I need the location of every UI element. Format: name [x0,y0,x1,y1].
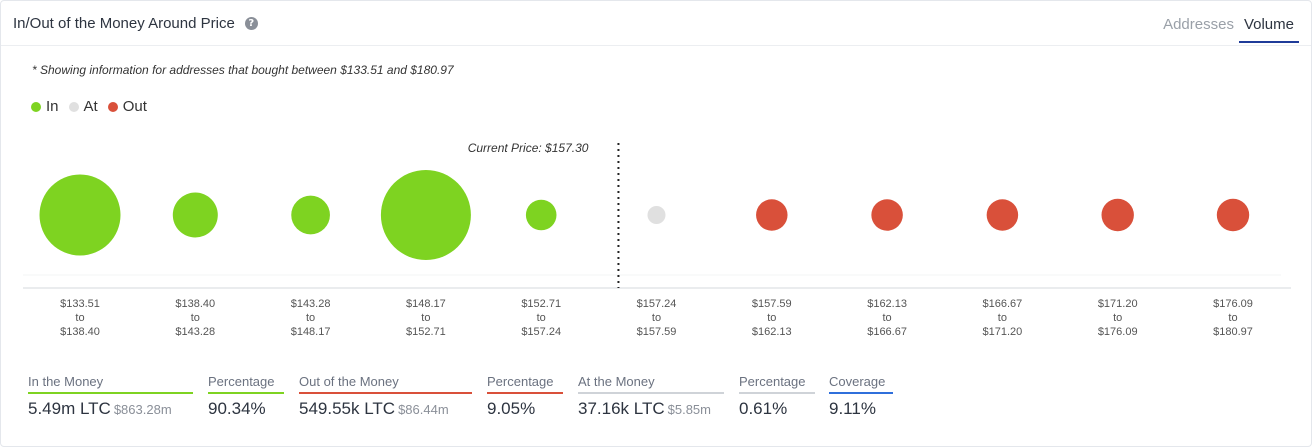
stat-label: At the Money [578,374,724,394]
tick-label-to: $180.97 [1213,326,1253,338]
header-divider [1,45,1311,46]
stat-value: 9.05% [487,399,536,418]
tick-label-to: $157.59 [637,326,677,338]
stat-in-percentage: Percentage 90.34% [208,374,284,419]
stat-out-of-the-money: Out of the Money 549.55k LTC $86.44m [299,374,472,419]
chart-legend: In At Out [31,98,147,115]
bubble-in[interactable] [380,170,471,260]
legend-in-label: In [46,98,59,115]
stat-sub-value: $5.85m [667,402,711,417]
tick-label-to-word: to [1113,312,1122,324]
tick-label-to: $148.17 [291,326,331,338]
panel-title-text: In/Out of the Money Around Price [13,15,235,32]
bubble-at[interactable] [647,206,666,224]
stat-value: 9.11% [829,399,876,418]
tab-volume[interactable]: Volume [1238,16,1299,43]
tick-label-to-word: to [306,312,315,324]
tick-label-to-word: to [421,312,430,324]
panel-title: In/Out of the Money Around Price ? [13,15,258,32]
tick-label-to-word: to [537,312,546,324]
tick-label-from: $176.09 [1213,298,1253,310]
tick-label-to-word: to [767,312,776,324]
legend-item-out[interactable]: Out [107,98,147,115]
legend-out-dot-icon [107,101,118,112]
tick-label-to-word: to [998,312,1007,324]
tick-label-from: $148.17 [406,298,446,310]
stat-in-the-money: In the Money 5.49m LTC $863.28m [28,374,193,419]
bubble-out[interactable] [1101,198,1134,232]
bubble-out[interactable] [1216,198,1250,232]
legend-at-dot-icon [68,101,79,112]
stat-value-line: 549.55k LTC $86.44m [299,399,472,419]
stat-label: Percentage [487,374,563,394]
tick-label-to: $157.24 [521,326,561,338]
tick-label-from: $133.51 [60,298,100,310]
iomap-bubble-chart: $133.51 to $138.40 $138.40 to $143.28 $143.28 t… [23,141,1291,338]
stat-value: 5.49m LTC [28,399,111,418]
tick-label-from: $138.40 [175,298,215,310]
view-tabs: Addresses Volume [1158,16,1299,43]
tick-label-to-word: to [1228,312,1237,324]
tick-label-to-word: to [75,312,84,324]
tick-label-to: $143.28 [175,326,215,338]
bubble-in[interactable] [39,174,121,256]
stat-value: 90.34% [208,399,266,418]
stat-coverage: Coverage 9.11% [829,374,893,419]
legend-in-dot-icon [31,101,41,112]
tick-label-to-word: to [883,312,892,324]
tick-label-to-word: to [652,312,661,324]
stat-label: Percentage [739,374,815,394]
tab-addresses[interactable]: Addresses [1163,16,1234,33]
stat-out-percentage: Percentage 9.05% [487,374,563,419]
tick-label-to: $166.67 [867,326,907,338]
stat-value: 37.16k LTC [578,399,665,418]
stat-value-line: 5.49m LTC $863.28m [28,399,193,419]
tick-label-from: $171.20 [1098,298,1138,310]
tick-label-from: $143.28 [291,298,331,310]
bubble-out[interactable] [871,199,903,231]
tick-label-to: $171.20 [983,326,1023,338]
stat-value: 0.61% [739,399,788,418]
stat-label: Percentage [208,374,284,394]
tick-label-to: $152.71 [406,326,446,338]
legend-out-label: Out [122,98,147,115]
tick-label-from: $162.13 [867,298,907,310]
tick-label-to-word: to [191,312,200,324]
bubble-out[interactable] [756,199,788,231]
bubble-in[interactable] [172,192,218,238]
stat-value: 549.55k LTC [299,399,396,418]
tick-label-from: $166.67 [983,298,1023,310]
stat-label: Out of the Money [299,374,472,394]
stat-at-percentage: Percentage 0.61% [739,374,815,419]
stat-sub-value: $86.44m [398,402,449,417]
stat-at-the-money: At the Money 37.16k LTC $5.85m [578,374,724,419]
bubble-out[interactable] [986,199,1019,231]
legend-item-in[interactable]: In [31,98,59,115]
stat-sub-value: $863.28m [113,402,172,417]
tick-label-to: $162.13 [752,326,792,338]
legend-item-at[interactable]: At [68,98,98,115]
stat-value-line: 37.16k LTC $5.85m [578,399,724,419]
bubble-in[interactable] [291,195,330,235]
help-icon[interactable]: ? [244,17,258,30]
stat-label: Coverage [829,374,893,394]
tick-label-to: $138.40 [60,326,100,338]
range-note: * Showing information for addresses that… [32,63,454,77]
tick-label-to: $176.09 [1098,326,1138,338]
tick-label-from: $157.59 [752,298,792,310]
bubble-in[interactable] [525,199,557,231]
stat-label: In the Money [28,374,193,394]
tick-label-from: $157.24 [637,298,677,310]
legend-at-label: At [83,98,98,115]
tick-label-from: $152.71 [521,298,561,310]
summary-stats: In the Money 5.49m LTC $863.28m Percentag… [1,374,1312,434]
current-price-label: Current Price: $157.30 [468,141,589,155]
